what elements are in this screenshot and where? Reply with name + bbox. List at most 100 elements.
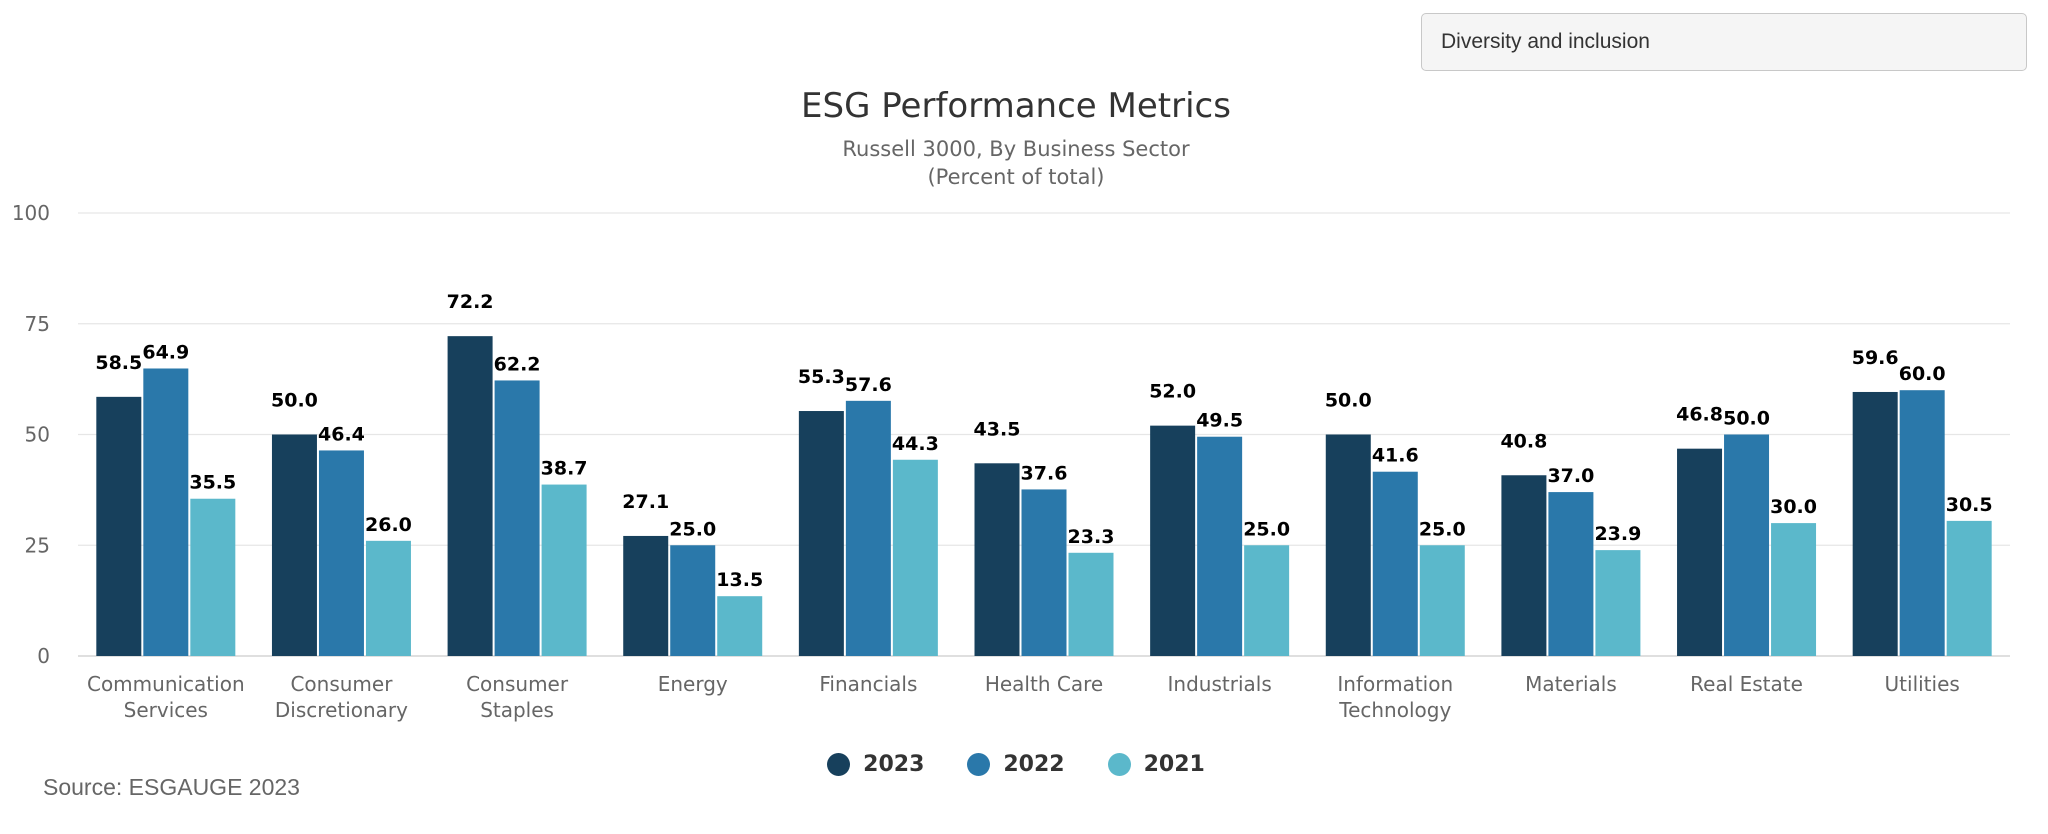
chart-legend: 2023 2022 2021 xyxy=(0,752,2032,777)
legend-item-2023[interactable]: 2023 xyxy=(827,752,924,777)
x-tick-label: Consumer xyxy=(290,672,393,696)
bar-2023-3 xyxy=(623,535,669,656)
data-label: 72.2 xyxy=(447,291,494,313)
bar-2021-9 xyxy=(1771,523,1817,656)
bar-2022-7 xyxy=(1372,471,1418,656)
y-tick-label: 25 xyxy=(25,533,50,557)
bar-2021-1 xyxy=(365,540,411,656)
bar-2022-8 xyxy=(1548,492,1594,656)
legend-item-2022[interactable]: 2022 xyxy=(967,752,1065,777)
data-label: 46.4 xyxy=(318,423,365,445)
legend-label-2022: 2022 xyxy=(1003,752,1065,777)
data-label: 37.6 xyxy=(1021,462,1068,484)
data-label: 25.0 xyxy=(669,518,716,540)
legend-item-2021[interactable]: 2021 xyxy=(1107,752,1205,777)
bar-2023-6 xyxy=(1150,425,1196,656)
y-tick-label: 75 xyxy=(25,312,50,336)
data-label: 30.5 xyxy=(1946,494,1993,516)
data-label: 60.0 xyxy=(1899,363,1946,385)
bar-2021-5 xyxy=(1068,552,1114,656)
bar-2021-7 xyxy=(1419,545,1465,656)
x-tick-label: Utilities xyxy=(1885,672,1960,696)
data-label: 50.0 xyxy=(1723,408,1770,430)
x-tick-label: Health Care xyxy=(985,672,1103,696)
x-tick-label: Services xyxy=(124,698,208,722)
bar-2022-3 xyxy=(670,545,716,656)
bar-2022-1 xyxy=(318,450,364,656)
data-label: 43.5 xyxy=(974,418,1021,440)
chart-subtitle-line-2: (Percent of total) xyxy=(927,165,1105,189)
data-label: 52.0 xyxy=(1149,381,1196,403)
x-tick-label: Energy xyxy=(658,672,728,696)
data-label: 13.5 xyxy=(716,569,763,591)
legend-dot-2022 xyxy=(967,753,991,776)
bar-chart: 0 25 50 75 100 58.5 50.0 72.2 27.1 55.3 43.5 52.0 50… xyxy=(12,201,2010,722)
legend-dot-2021 xyxy=(1107,753,1131,776)
bar-2021-8 xyxy=(1595,550,1641,656)
data-label: 57.6 xyxy=(845,374,892,396)
x-tick-label: Technology xyxy=(1338,698,1451,722)
data-label: 23.9 xyxy=(1594,523,1641,545)
source-note: Source: ESGAUGE 2023 xyxy=(43,774,300,800)
data-label: 23.3 xyxy=(1068,526,1115,548)
data-label: 25.0 xyxy=(1243,518,1290,540)
bar-2022-0 xyxy=(143,368,189,656)
data-label: 49.5 xyxy=(1196,410,1243,432)
bar-2021-2 xyxy=(541,484,587,656)
data-label: 50.0 xyxy=(1325,390,1372,412)
bar-2023-1 xyxy=(271,434,317,656)
bar-2023-9 xyxy=(1677,448,1723,656)
bar-2023-2 xyxy=(447,336,493,656)
x-tick-label: Discretionary xyxy=(275,698,408,722)
data-label: 37.0 xyxy=(1547,465,1594,487)
bar-2022-4 xyxy=(845,400,891,656)
bar-2021-6 xyxy=(1244,545,1290,656)
x-tick-label: Financials xyxy=(819,672,917,696)
data-label: 30.0 xyxy=(1770,496,1817,518)
legend-dot-2023 xyxy=(827,753,851,776)
chart-subtitle-line-1: Russell 3000, By Business Sector xyxy=(842,137,1190,161)
data-label: 27.1 xyxy=(622,491,669,513)
bar-2022-10 xyxy=(1899,390,1945,656)
data-label: 58.5 xyxy=(95,352,142,374)
y-tick-label: 100 xyxy=(12,201,50,225)
bar-2021-0 xyxy=(190,498,236,656)
bar-2022-2 xyxy=(494,380,540,656)
data-label: 38.7 xyxy=(541,458,588,480)
y-tick-label: 0 xyxy=(37,644,50,668)
data-label: 62.2 xyxy=(494,353,541,375)
data-label: 59.6 xyxy=(1852,347,1899,369)
y-tick-label: 50 xyxy=(25,423,50,447)
x-tick-label: Real Estate xyxy=(1690,672,1803,696)
bar-2022-5 xyxy=(1021,489,1067,656)
data-label: 64.9 xyxy=(142,341,189,363)
data-label: 46.8 xyxy=(1676,404,1723,426)
bar-2023-0 xyxy=(96,396,142,656)
data-label: 50.0 xyxy=(271,390,318,412)
data-label: 55.3 xyxy=(798,366,845,388)
x-tick-label: Consumer xyxy=(466,672,569,696)
x-tick-label: Industrials xyxy=(1168,672,1272,696)
bar-2021-4 xyxy=(892,459,938,656)
bar-2023-7 xyxy=(1325,434,1371,656)
x-tick-label: Staples xyxy=(480,698,554,722)
bar-2023-8 xyxy=(1501,475,1547,656)
data-label: 25.0 xyxy=(1419,518,1466,540)
data-label: 35.5 xyxy=(189,472,236,494)
legend-label-2021: 2021 xyxy=(1143,752,1205,777)
data-label: 26.0 xyxy=(365,514,412,536)
bar-2021-3 xyxy=(717,596,763,656)
bar-2021-10 xyxy=(1946,520,1992,656)
chart-title: ESG Performance Metrics xyxy=(801,86,1231,126)
data-label: 44.3 xyxy=(892,433,939,455)
bar-2023-10 xyxy=(1852,391,1898,656)
bar-2023-5 xyxy=(974,463,1020,656)
x-tick-label: Materials xyxy=(1525,672,1617,696)
metric-select[interactable]: Diversity and inclusion xyxy=(1421,13,2027,71)
bar-2023-4 xyxy=(798,411,844,656)
data-label: 40.8 xyxy=(1500,430,1547,452)
x-tick-label: Communication xyxy=(87,672,245,696)
legend-label-2023: 2023 xyxy=(863,752,925,777)
bar-2022-9 xyxy=(1724,434,1770,656)
data-label: 41.6 xyxy=(1372,445,1419,467)
